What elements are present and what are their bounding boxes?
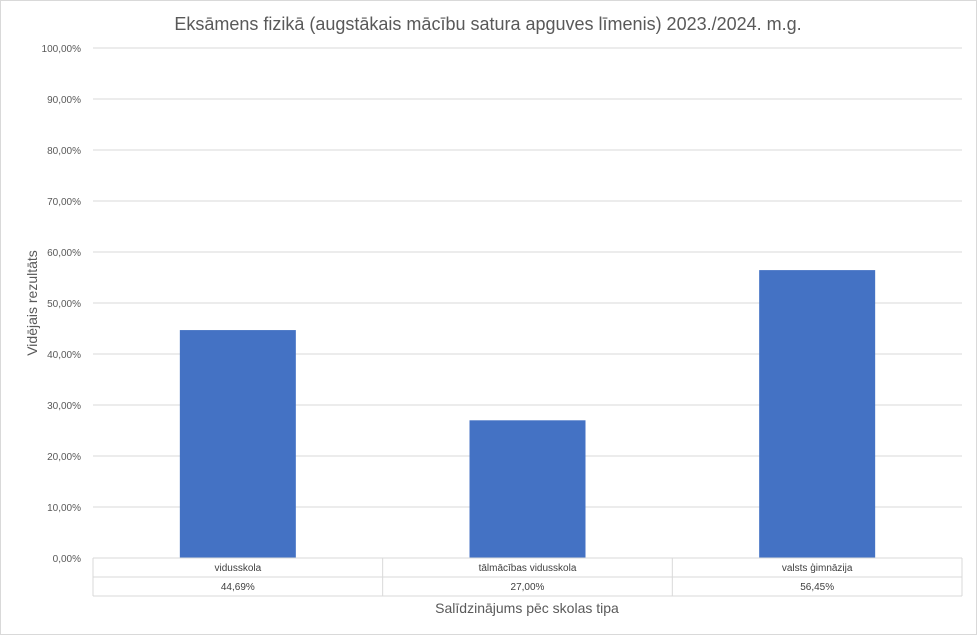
y-tick-label: 20,00%	[47, 452, 81, 463]
y-tick-label: 10,00%	[47, 503, 81, 514]
y-tick-label: 60,00%	[47, 248, 81, 259]
category-label: tālmācības vidusskola	[479, 563, 577, 574]
y-tick-label: 40,00%	[47, 350, 81, 361]
data-label: 44,69%	[221, 582, 255, 593]
data-label: 27,00%	[511, 582, 545, 593]
data-table: vidusskola 44,69% tālmācības vidusskola 27,…	[92, 557, 963, 597]
y-tick-label: 30,00%	[47, 401, 81, 412]
bar	[469, 420, 586, 558]
bar	[179, 330, 296, 558]
y-tick-label: 100,00%	[42, 44, 82, 55]
y-tick-label: 0,00%	[53, 554, 81, 565]
y-tick-label: 90,00%	[47, 95, 81, 106]
category-label: vidusskola	[214, 563, 261, 574]
data-label: 56,45%	[800, 582, 834, 593]
y-axis-title: Vidējais rezultāts	[24, 250, 40, 356]
bars	[179, 270, 876, 558]
bar	[759, 270, 876, 558]
y-tick-label: 80,00%	[47, 146, 81, 157]
y-axis-ticks: 0,00% 10,00% 20,00% 30,00% 40,00% 50,00% 60,00…	[42, 44, 82, 565]
chart-title: Eksāmens fizikā (augstākais mācību satur…	[174, 14, 801, 34]
y-tick-label: 50,00%	[47, 299, 81, 310]
category-label: valsts ģimnāzija	[782, 561, 853, 574]
y-tick-label: 70,00%	[47, 197, 81, 208]
x-axis-title: Salīdzinājums pēc skolas tipa	[435, 600, 619, 616]
